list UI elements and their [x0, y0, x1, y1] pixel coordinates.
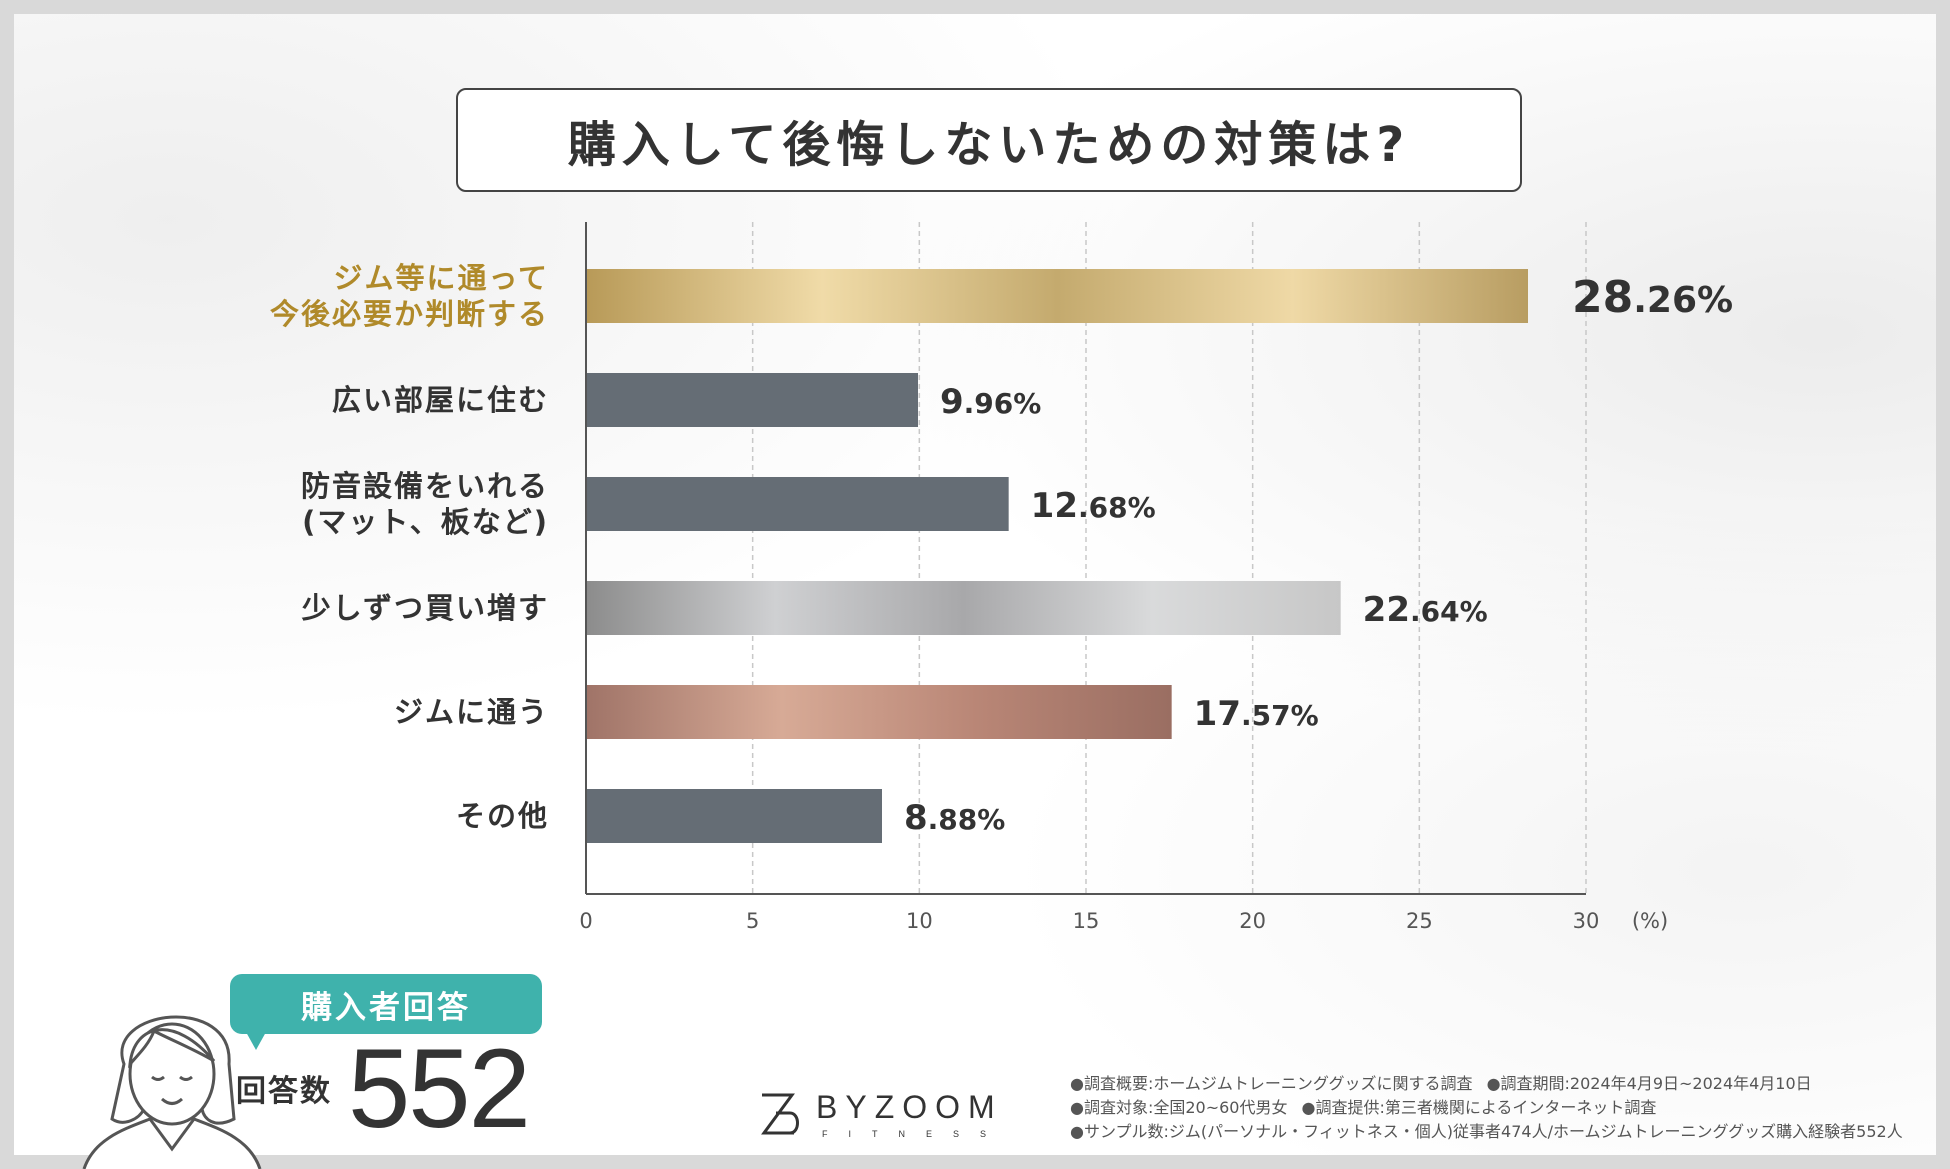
value-dec: .68% — [1078, 491, 1156, 524]
value-int: 22 — [1363, 590, 1410, 630]
x-tick-label: 10 — [906, 909, 933, 933]
value-dec: .64% — [1410, 595, 1488, 628]
category-label: 少しずつ買い増す — [302, 591, 549, 625]
logo-name: BYZOOM — [816, 1089, 1003, 1125]
value-dec: .88% — [928, 803, 1006, 836]
value-dec: .96% — [964, 387, 1042, 420]
infographic-card: 購入して後悔しないための対策は? 28.26% ジム等に通って 今後必要か判断する 9… — [14, 14, 1936, 1169]
value-int: 12 — [1031, 486, 1078, 526]
value-label: 9.96% — [940, 382, 1041, 422]
value-label: 17.57% — [1194, 694, 1319, 734]
category-label: 今後必要か判断する — [270, 297, 549, 331]
x-tick-label: 25 — [1406, 909, 1433, 933]
logo-sub: FITNESS — [822, 1129, 1008, 1139]
note-row: ●調査対象:全国20~60代男女 ●調査提供:第三者機関によるインターネット調査 — [1070, 1096, 1917, 1120]
badge-tail — [246, 1032, 266, 1050]
bar — [587, 373, 918, 427]
category-label: ジム等に通って — [333, 261, 549, 295]
value-int: 8 — [904, 798, 928, 838]
category-label: 防音設備をいれる — [301, 469, 549, 503]
note-row: ●サンプル数:ジム(パーソナル・フィットネス・個人)従事者474人/ホームジムト… — [1070, 1120, 1917, 1144]
note-sample: ●サンプル数:ジム(パーソナル・フィットネス・個人)従事者474人/ホームジムト… — [1070, 1122, 1903, 1141]
value-label: 12.68% — [1031, 486, 1156, 526]
category-label: (マット、板など) — [302, 505, 549, 539]
brand-logo: BYZOOM FITNESS — [754, 1089, 1034, 1149]
category-label: ジムに通う — [394, 695, 549, 729]
note-row: ●調査概要:ホームジムトレーニンググッズに関する調査 ●調査期間:2024年4月9… — [1070, 1072, 1917, 1096]
x-tick-label: 15 — [1073, 909, 1100, 933]
value-dec: .26% — [1633, 280, 1733, 321]
x-unit-label: (%) — [1632, 909, 1668, 933]
value-label: 22.64% — [1363, 590, 1488, 630]
bar — [587, 581, 1341, 635]
note-period: ●調査期間:2024年4月9日~2024年4月10日 — [1486, 1074, 1812, 1093]
category-label: 広い部屋に住む — [332, 383, 549, 417]
bar — [587, 685, 1172, 739]
respondent-badge: 購入者回答 — [230, 974, 542, 1034]
grid-layer — [585, 222, 1587, 895]
note-overview: ●調査概要:ホームジムトレーニンググッズに関する調査 — [1070, 1074, 1473, 1093]
bar — [587, 477, 1009, 531]
survey-notes: ●調査概要:ホームジムトレーニンググッズに関する調査 ●調査期間:2024年4月9… — [1070, 1072, 1917, 1144]
respondent-avatar-icon — [82, 1015, 262, 1169]
category-label: その他 — [456, 799, 549, 833]
x-tick-label: 20 — [1239, 909, 1266, 933]
value-int: 9 — [940, 382, 964, 422]
x-tick-label: 5 — [746, 909, 759, 933]
tick-layer: 0 5 10 15 20 25 30 (%) — [579, 909, 1668, 933]
note-provider: ●調査提供:第三者機関によるインターネット調査 — [1301, 1098, 1657, 1117]
bar — [587, 269, 1528, 323]
logo-mark-icon — [761, 1093, 799, 1135]
value-int: 28 — [1572, 272, 1633, 323]
value-int: 17 — [1194, 694, 1241, 734]
bar-layer — [587, 269, 1528, 843]
x-tick-label: 0 — [579, 909, 592, 933]
respondent-count-label: 回答数 — [236, 1074, 332, 1109]
bar — [587, 789, 882, 843]
value-label: 28.26% — [1572, 272, 1733, 323]
value-dec: .57% — [1241, 699, 1319, 732]
x-tick-label: 30 — [1573, 909, 1600, 933]
note-target: ●調査対象:全国20~60代男女 — [1070, 1098, 1288, 1117]
chart-title: 購入して後悔しないための対策は? — [456, 88, 1522, 192]
respondent-count: 552 — [348, 1026, 531, 1151]
value-label: 8.88% — [904, 798, 1005, 838]
